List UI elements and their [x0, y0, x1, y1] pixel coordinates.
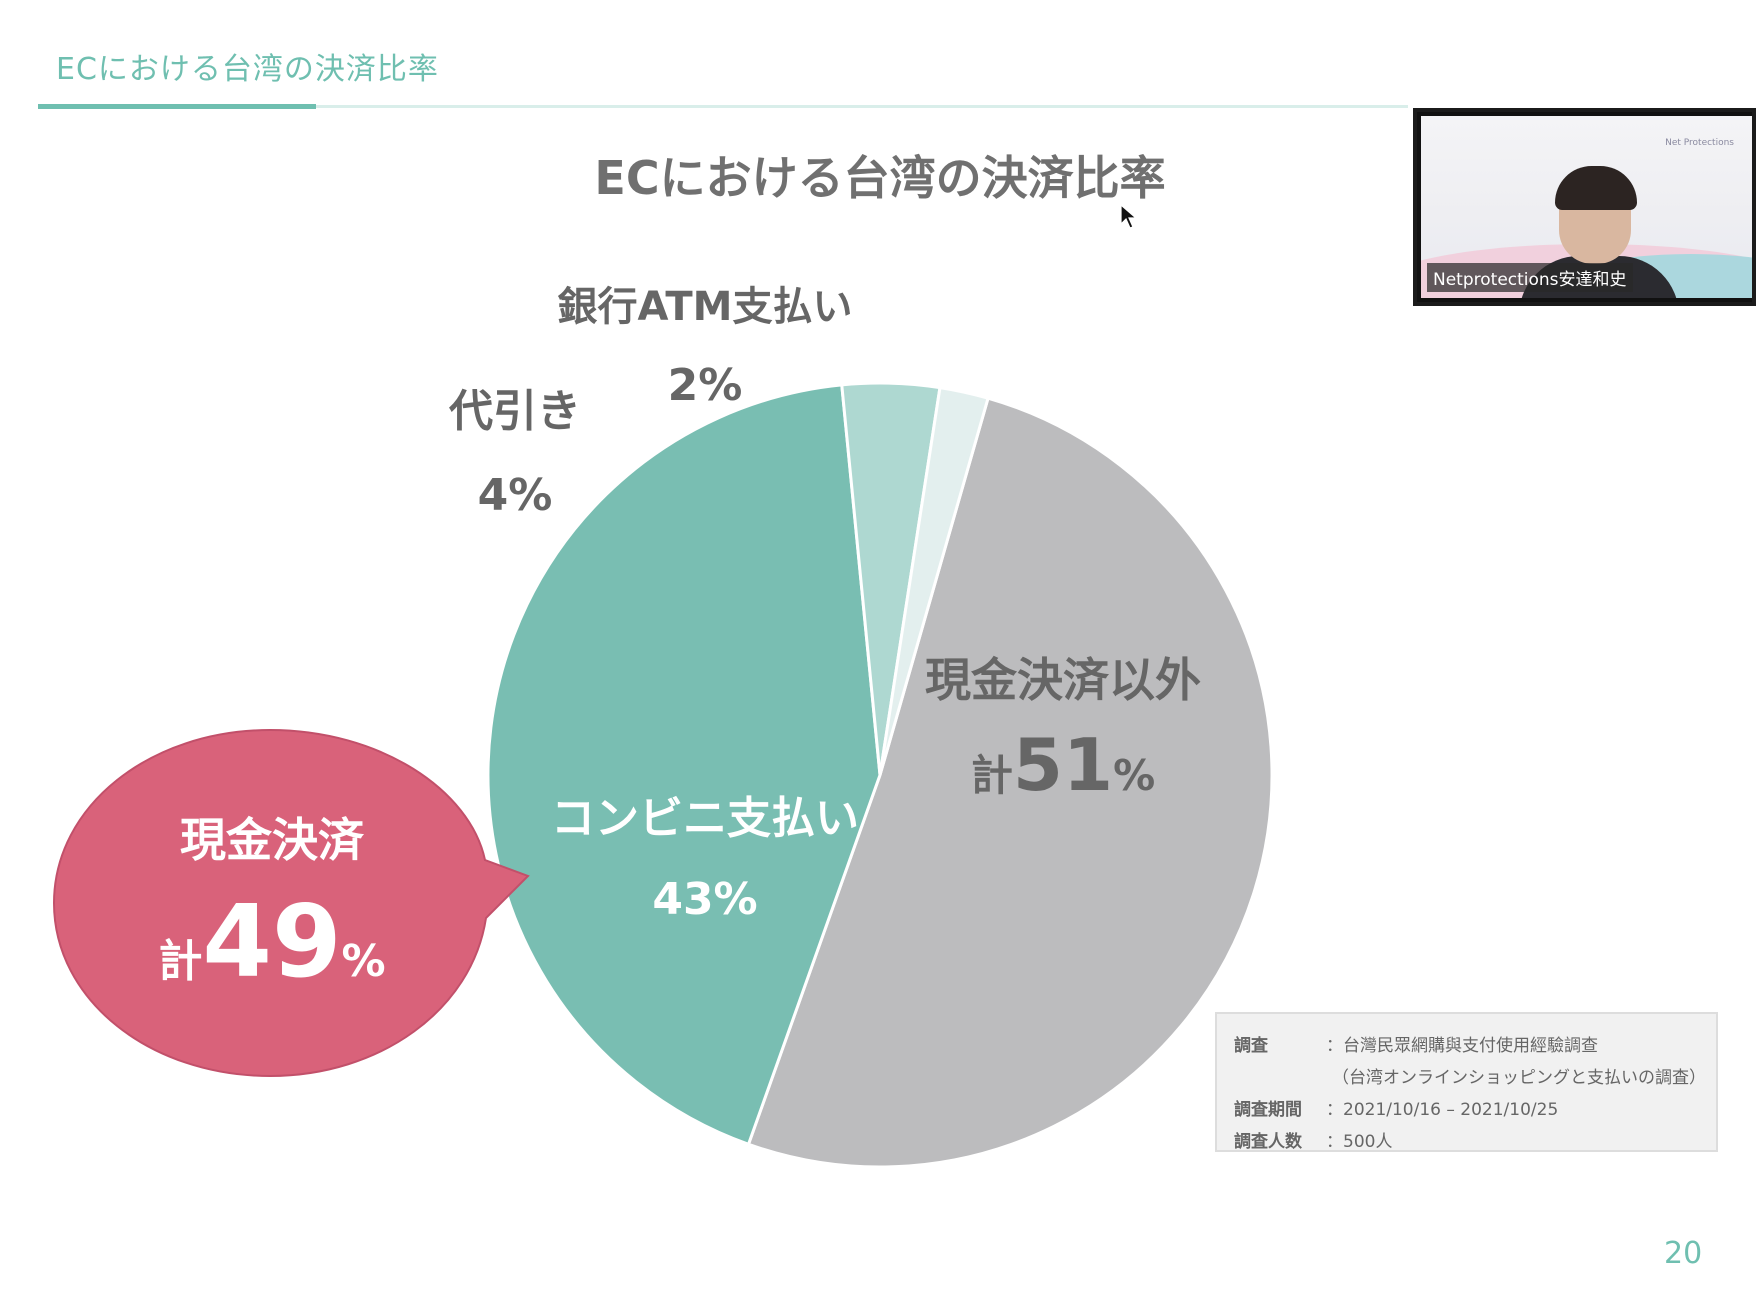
callout-prefix: 計 — [158, 936, 202, 987]
page-number: 20 — [1664, 1236, 1703, 1271]
value-non-cash: 計51% — [971, 723, 1155, 807]
info-row-period: 調査期間 ：2021/10/16 – 2021/10/25 — [1234, 1091, 1716, 1123]
value-konbini: 43% — [652, 874, 757, 925]
value-cod: 4% — [478, 470, 553, 521]
info-label-survey: 調査 — [1234, 1035, 1268, 1056]
chart-title: ECにおける台湾の決済比率 — [594, 151, 1165, 205]
value-non-cash-suffix: % — [1113, 751, 1155, 800]
survey-info-box: 調査 ：台灣民眾網購與支付使用經驗調查 （台湾オンラインショッピングと支払いの調… — [1215, 1012, 1718, 1152]
participant-hair — [1555, 166, 1637, 210]
label-non-cash: 現金決済以外 — [925, 653, 1201, 707]
value-non-cash-number: 51 — [1013, 723, 1113, 807]
value-non-cash-prefix: 計 — [971, 751, 1013, 800]
value-atm: 2% — [668, 360, 743, 411]
video-background-logo: Net Protections — [1665, 138, 1734, 148]
pie-slice-1 — [486, 383, 882, 1147]
callout-value: 計49% — [158, 883, 385, 1000]
label-cod: 代引き — [448, 386, 581, 437]
cash-callout-bubble — [52, 728, 530, 1078]
info-value-respondents: ：500人 — [1326, 1131, 1393, 1152]
info-row-respondents: 調査人数 ：500人 — [1234, 1123, 1716, 1155]
info-value-survey-note: （台湾オンラインショッピングと支払いの調査） — [1332, 1067, 1706, 1088]
header-title: ECにおける台湾の決済比率 — [56, 52, 439, 87]
header-divider-accent — [38, 104, 316, 109]
pie-slice-0 — [746, 396, 1274, 1169]
mouse-pointer-icon — [1120, 204, 1138, 229]
info-value-survey: ：台灣民眾網購與支付使用經驗調查 — [1326, 1035, 1598, 1056]
info-label-respondents: 調査人数 — [1234, 1131, 1302, 1152]
info-row-survey: 調査 ：台灣民眾網購與支付使用經驗調查 — [1234, 1027, 1716, 1059]
header-divider — [38, 105, 1408, 108]
callout-number: 49 — [202, 883, 341, 1000]
info-label-period: 調査期間 — [1234, 1099, 1302, 1120]
video-feed: Net Protections Netprotections安達和史 — [1421, 116, 1752, 298]
label-atm: 銀行ATM支払い — [558, 284, 853, 330]
info-row-survey-note: （台湾オンラインショッピングと支払いの調査） — [1234, 1059, 1716, 1091]
pie-slices — [486, 381, 1274, 1169]
callout-suffix: % — [342, 936, 386, 987]
callout-label: 現金決済 — [180, 813, 365, 867]
pie-slice-3 — [878, 385, 990, 776]
label-konbini: コンビニ支払い — [551, 793, 859, 844]
video-participant-tile[interactable]: Net Protections Netprotections安達和史 — [1413, 108, 1756, 306]
participant-name: Netprotections安達和史 — [1427, 263, 1633, 292]
info-value-period: ：2021/10/16 – 2021/10/25 — [1326, 1099, 1559, 1120]
